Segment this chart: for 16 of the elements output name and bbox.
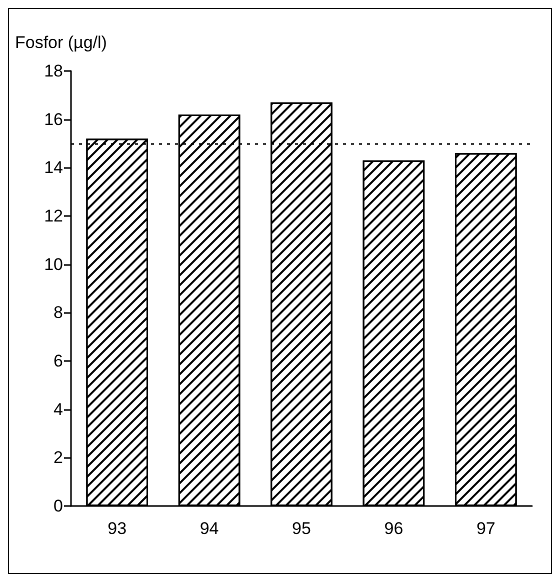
x-tick-label: 96 (384, 519, 404, 538)
y-tick-label: 2 (54, 448, 63, 468)
y-axis-title: Fosfor (µg/l) (15, 33, 107, 52)
y-tick-label: 0 (54, 496, 63, 516)
x-tick-label: 95 (292, 519, 311, 538)
y-tick-label: 16 (44, 110, 63, 129)
y-tick-label: 6 (54, 352, 63, 370)
x-tick-label: 93 (108, 519, 127, 538)
x-tick-label: 94 (200, 519, 219, 538)
y-tick-label: 12 (44, 206, 63, 226)
x-tick-label: 97 (476, 519, 496, 538)
y-tick-label: 18 (44, 62, 63, 80)
y-tick-label: 4 (54, 400, 63, 419)
y-tick-label: 10 (44, 254, 63, 274)
y-tick-label: 14 (44, 158, 63, 178)
y-tick-label: 8 (54, 303, 63, 322)
